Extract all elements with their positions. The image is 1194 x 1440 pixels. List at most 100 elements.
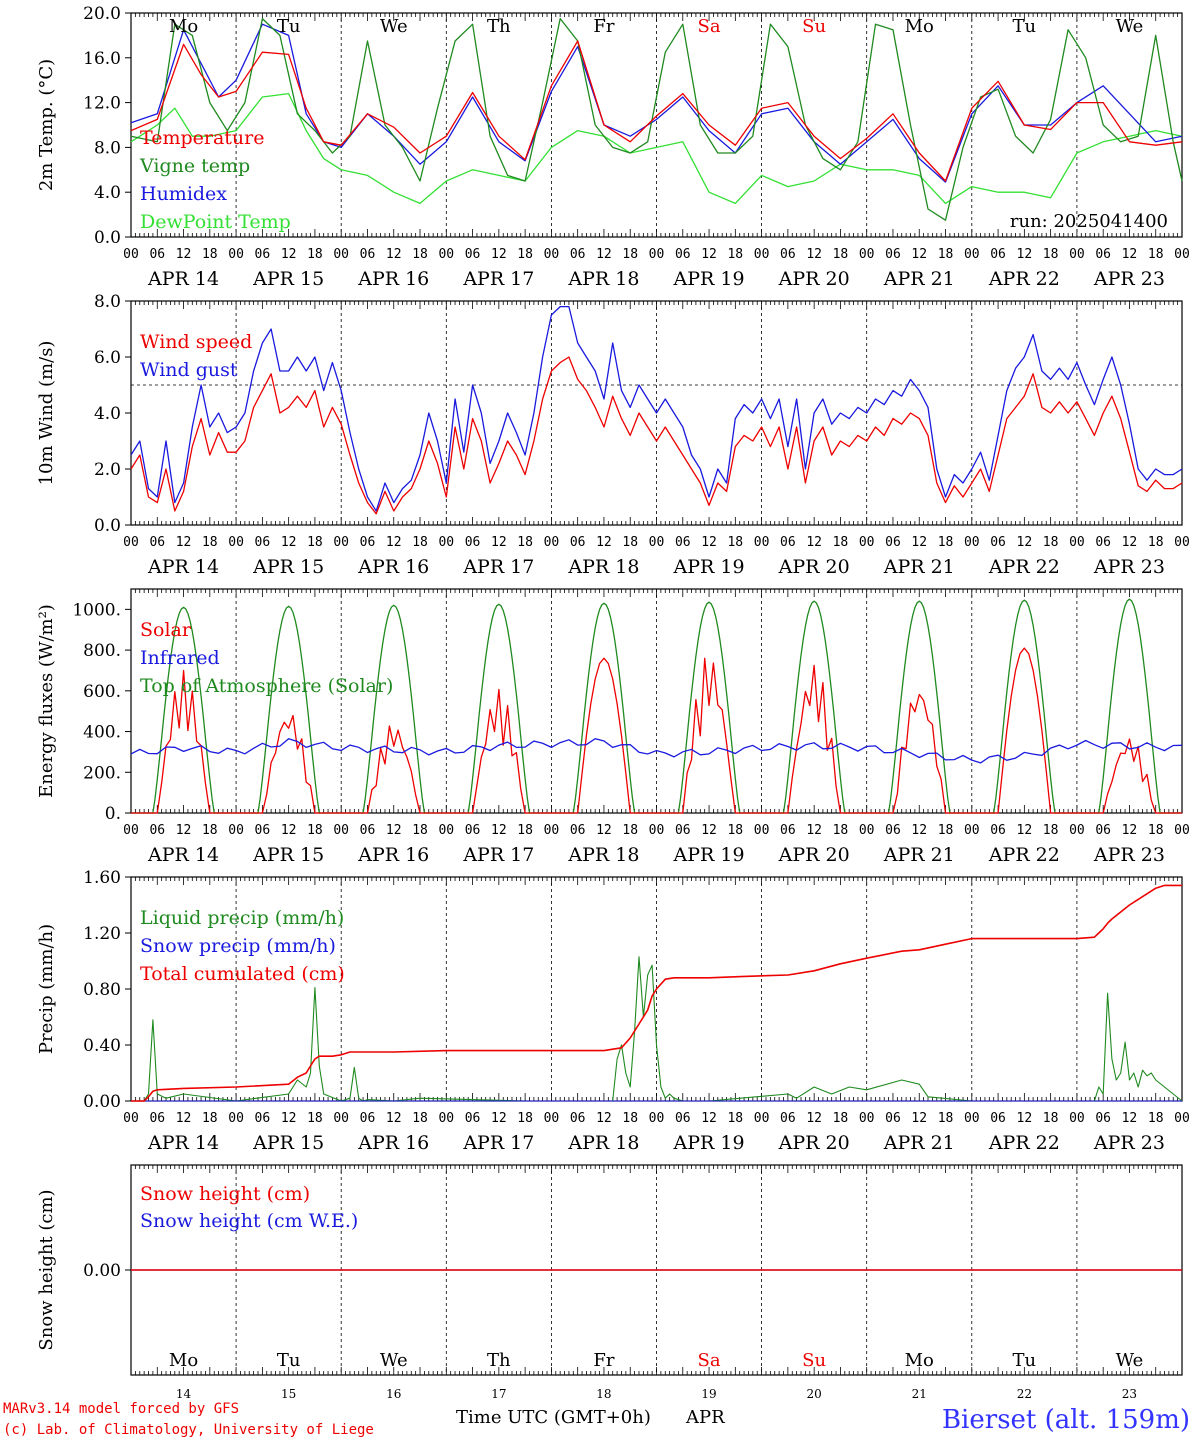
- date-label: APR 22: [988, 268, 1060, 290]
- date-label: APR 18: [567, 268, 639, 290]
- hour-tick-label: 18: [307, 1111, 323, 1126]
- hour-tick-label: 00: [964, 823, 980, 838]
- hour-tick-label: 06: [570, 823, 586, 838]
- date-label: APR 17: [462, 268, 534, 290]
- y-tick-label: 1.60: [83, 868, 121, 888]
- hour-tick-label: 18: [622, 535, 638, 550]
- date-label: APR 20: [778, 268, 850, 290]
- legend-entry: Temperature: [140, 127, 264, 149]
- y-tick-label: 4.0: [94, 404, 121, 424]
- hour-tick-label: 00: [333, 535, 349, 550]
- hour-tick-label: 06: [885, 823, 901, 838]
- day-number-row: 14 15 16 17 18 19 20 21 22 23: [176, 1387, 1137, 1401]
- date-label: APR 23: [1093, 268, 1165, 290]
- hour-tick-label: 00: [1069, 823, 1085, 838]
- panel-4-frame: 0.00 0.40 0.80 1.20 1.60 Precip (mm/h) Liquid …: [36, 868, 1183, 1112]
- footer: MARv3.14 model forced by GFS (c) Lab. of…: [3, 1401, 1190, 1438]
- date-label: APR 19: [673, 556, 745, 578]
- hour-tick-label: 00: [438, 535, 454, 550]
- hour-tick-label: 12: [281, 823, 297, 838]
- hour-tick-label: 06: [149, 1111, 165, 1126]
- hour-tick-label: 06: [570, 247, 586, 262]
- weekday-label: Mo: [905, 1350, 934, 1371]
- hour-tick-label: 12: [386, 535, 402, 550]
- hour-tick-label: 12: [1122, 1111, 1138, 1126]
- hour-tick-label: 06: [675, 823, 691, 838]
- hour-tick-label: 18: [1043, 535, 1059, 550]
- date-label: APR 14: [147, 556, 219, 578]
- date-label: APR 14: [147, 1132, 219, 1154]
- date-label: APR 19: [673, 844, 745, 866]
- hour-tick-label: 12: [701, 247, 717, 262]
- day-number-label: 21: [912, 1387, 927, 1401]
- hour-tick-label: 06: [255, 1111, 271, 1126]
- hour-tick-label: 00: [859, 535, 875, 550]
- day-number-label: 16: [386, 1387, 401, 1401]
- hour-tick-label: 06: [570, 1111, 586, 1126]
- hour-tick-label: 18: [938, 535, 954, 550]
- hour-tick-label: 06: [675, 247, 691, 262]
- hour-tick-label: 18: [938, 247, 954, 262]
- date-label: APR 21: [883, 556, 955, 578]
- weekday-label: Tu: [277, 16, 301, 37]
- legend-entry: Solar: [140, 619, 192, 641]
- time-axis: 00 06 12 18 00 06 12 18 00 06 12 18 00 06 12 18 00 06 12 18…: [123, 1111, 1190, 1154]
- hour-tick-label: 12: [596, 823, 612, 838]
- legend-entry: Wind gust: [140, 359, 238, 381]
- weekday-label: Tu: [1013, 1350, 1037, 1371]
- hour-tick-label: 00: [649, 535, 665, 550]
- hour-tick-label: 12: [701, 1111, 717, 1126]
- hour-tick-label: 00: [859, 247, 875, 262]
- hour-tick-label: 18: [307, 247, 323, 262]
- hour-tick-label: 18: [833, 823, 849, 838]
- y-tick-label: 0.00: [83, 1261, 121, 1281]
- hour-tick-label: 18: [622, 1111, 638, 1126]
- hour-tick-label: 00: [123, 247, 139, 262]
- hour-tick-label: 06: [1095, 247, 1111, 262]
- date-label: APR 15: [252, 844, 324, 866]
- hour-tick-label: 00: [123, 535, 139, 550]
- hour-tick-label: 18: [727, 823, 743, 838]
- hour-tick-label: 00: [754, 535, 770, 550]
- hour-tick-label: 00: [228, 247, 244, 262]
- hour-tick-label: 00: [649, 823, 665, 838]
- hour-tick-label: 06: [360, 1111, 376, 1126]
- hour-tick-label: 18: [833, 247, 849, 262]
- weekday-label: We: [380, 1350, 408, 1371]
- legend-entry: Liquid precip (mm/h): [140, 907, 344, 929]
- weekday-label: Tu: [277, 1350, 301, 1371]
- hour-tick-label: 00: [1069, 1111, 1085, 1126]
- series-line-temperature: [130, 40, 1183, 182]
- weekday-label: Th: [487, 16, 511, 37]
- hour-tick-label: 12: [1017, 823, 1033, 838]
- hour-tick-label: 12: [911, 1111, 927, 1126]
- series-line-liquid-precip-mm-h-: [131, 956, 1183, 1102]
- hour-tick-label: 18: [202, 1111, 218, 1126]
- date-label: APR 21: [883, 268, 955, 290]
- y-axis-label: 10m Wind (m/s): [36, 341, 57, 486]
- date-label: APR 14: [147, 844, 219, 866]
- hour-tick-label: 06: [885, 247, 901, 262]
- legend-entry: Infrared: [140, 647, 220, 669]
- weekday-label: We: [380, 16, 408, 37]
- date-label: APR 15: [252, 556, 324, 578]
- y-tick-label: 1.20: [83, 924, 121, 944]
- y-tick-label: 1000.: [72, 600, 121, 620]
- hour-tick-label: 12: [911, 247, 927, 262]
- hour-tick-label: 06: [255, 247, 271, 262]
- hour-tick-label: 06: [465, 1111, 481, 1126]
- y-tick-label: 2.0: [94, 460, 121, 480]
- hour-tick-label: 06: [1095, 823, 1111, 838]
- series-line-infrared: [130, 737, 1183, 764]
- hour-tick-label: 06: [360, 823, 376, 838]
- hour-tick-label: 06: [885, 535, 901, 550]
- hour-tick-label: 18: [202, 247, 218, 262]
- date-label: APR 19: [673, 1132, 745, 1154]
- hour-tick-label: 12: [386, 247, 402, 262]
- hour-tick-label: 18: [622, 247, 638, 262]
- date-label: APR 19: [673, 268, 745, 290]
- date-label: APR 22: [988, 556, 1060, 578]
- day-number-label: 23: [1122, 1387, 1137, 1401]
- time-axis: 00 06 12 18 00 06 12 18 00 06 12 18 00 06 12 18 00 06 12 18…: [123, 535, 1190, 578]
- hour-tick-label: 18: [727, 535, 743, 550]
